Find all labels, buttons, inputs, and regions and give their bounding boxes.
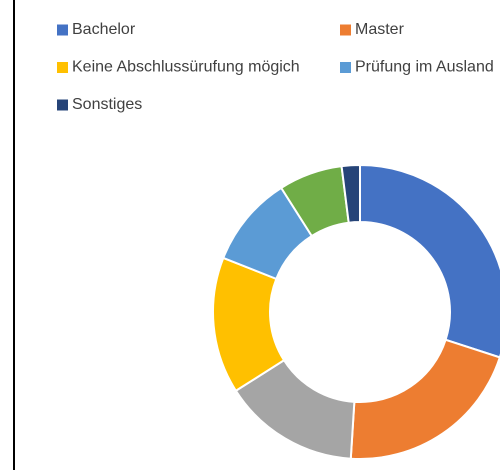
legend-swatch (57, 24, 68, 36)
legend-swatch (57, 62, 68, 73)
legend-swatch (57, 99, 68, 111)
legend-label: Bachelor (72, 21, 136, 38)
legend-label: Keine Abschlussürufung mögich (72, 59, 300, 76)
legend-swatch (340, 62, 351, 73)
legend-label: Prüfung im Ausland (355, 59, 494, 76)
legend-label: Sonstiges (72, 96, 142, 113)
legend-label: Master (355, 21, 405, 38)
donut-slice (359, 163, 500, 359)
legend-swatch (340, 24, 351, 36)
donut-slice (340, 163, 361, 224)
